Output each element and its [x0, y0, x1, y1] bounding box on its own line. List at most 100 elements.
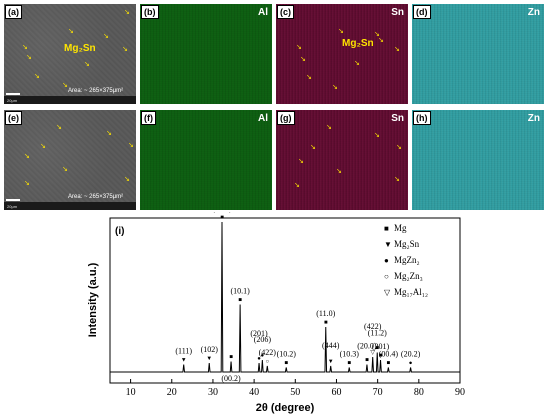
- peak-marker: ■: [284, 361, 288, 367]
- arrow-icon: ↘: [374, 132, 380, 139]
- map-sn-c: (c) Sn Mg₂Sn ↘ ↘ ↘ ↘ ↘ ↘ ↘ ↘ ↘: [276, 4, 408, 104]
- arrow-icon: ↘: [306, 74, 312, 81]
- legend-marker: ▼: [384, 240, 392, 249]
- map-zn-h: (h) Zn: [412, 110, 544, 210]
- arrow-icon: ↘: [106, 130, 112, 137]
- arrow-icon: ↘: [394, 46, 400, 53]
- peak-label: (201): [372, 342, 390, 351]
- xrd-pattern-line: [110, 221, 460, 373]
- arrow-icon: ↘: [396, 144, 402, 151]
- peak-marker: ▼: [206, 356, 212, 362]
- element-label-al: Al: [258, 7, 268, 18]
- x-tick-label: 30: [208, 387, 218, 398]
- panel-tag-d: (d): [413, 5, 431, 19]
- sem-info-bar: [4, 202, 136, 210]
- peak-marker: ■: [324, 320, 328, 326]
- arrow-icon: ↘: [354, 60, 360, 67]
- mg2sn-label: Mg₂Sn: [64, 43, 96, 54]
- element-label-zn: Zn: [527, 7, 540, 18]
- arrow-icon: ↘: [394, 176, 400, 183]
- panel-tag-b: (b): [141, 5, 159, 19]
- x-axis-label: 2θ (degree): [256, 402, 315, 414]
- legend-label: Mg₂Zn₃: [394, 271, 423, 281]
- element-label-al: Al: [258, 113, 268, 124]
- arrow-icon: ↘: [296, 44, 302, 51]
- arrow-icon: ↘: [84, 61, 90, 68]
- panel-tag-f: (f): [141, 111, 156, 125]
- peak-label: (00.2): [221, 374, 241, 383]
- peak-label: (102): [201, 345, 219, 354]
- peak-marker: ■: [347, 361, 351, 367]
- peak-label: (444): [322, 341, 340, 350]
- peak-label: (10.1): [230, 287, 250, 296]
- legend-label: Mg: [394, 223, 407, 233]
- arrow-icon: ↘: [300, 56, 306, 63]
- x-tick-label: 20: [167, 387, 177, 398]
- peak-marker: ▽: [370, 350, 375, 356]
- x-tick-label: 40: [249, 387, 259, 398]
- scale-label: 20μm: [7, 98, 18, 103]
- arrow-icon: ↘: [62, 82, 68, 89]
- legend-label: Mg₂Sn: [394, 239, 420, 249]
- arrow-icon: ↘: [122, 46, 128, 53]
- peak-marker: ■: [375, 346, 379, 352]
- x-tick-label: 80: [414, 387, 424, 398]
- peak-marker: ●: [257, 356, 261, 362]
- arrow-icon: ↘: [332, 84, 338, 91]
- map-sn-g: (g) Sn ↘ ↘ ↘ ↘ ↘ ↘ ↘ ↘: [276, 110, 408, 210]
- panel-tag-i: (i): [115, 226, 124, 237]
- legend-marker: ○: [384, 272, 389, 281]
- arrow-icon: ↘: [103, 33, 109, 40]
- peak-marker: ○: [265, 359, 269, 365]
- peak-marker: ■: [387, 361, 391, 367]
- legend-label: Mg₁₇Al₁₂: [394, 287, 428, 297]
- area-label: Area: ~ 265×375μm²: [68, 194, 124, 200]
- arrow-icon: ↘: [326, 124, 332, 131]
- peak-marker: ▼: [328, 359, 334, 365]
- arrow-icon: ↘: [24, 153, 30, 160]
- arrow-icon: ↘: [22, 44, 28, 51]
- sem-info-bar: [4, 96, 136, 104]
- peak-label: (422): [364, 322, 382, 331]
- peak-label: (11.0): [316, 309, 335, 318]
- area-label: Area: ~ 265×375μm²: [68, 88, 124, 94]
- peak-label: (206): [254, 335, 272, 344]
- sem-image-e: 20μm (e) Area: ~ 265×375μm² ↘ ↘ ↘ ↘ ↘ ↘ …: [4, 110, 136, 210]
- mg2sn-label: Mg₂Sn: [342, 38, 374, 49]
- map-al-f: (f) Al: [140, 110, 272, 210]
- panel-tag-c: (c): [277, 5, 294, 19]
- peak-label: (10.2): [277, 350, 297, 359]
- arrow-icon: ↘: [294, 182, 300, 189]
- peak-label: (20.0): [357, 342, 377, 351]
- arrow-icon: ↘: [40, 143, 46, 150]
- scale-bar: [6, 93, 20, 95]
- element-label-zn: Zn: [527, 113, 540, 124]
- legend-marker: ■: [384, 224, 389, 233]
- x-tick-label: 90: [455, 387, 465, 398]
- peak-marker: ▼: [181, 358, 187, 364]
- legend-label: MgZn₂: [394, 255, 420, 265]
- x-tick-label: 50: [290, 387, 300, 398]
- peak-label: (11.2): [368, 329, 387, 338]
- arrow-icon: ↘: [124, 9, 130, 16]
- arrow-icon: ↘: [374, 31, 380, 38]
- x-tick-label: 70: [373, 387, 383, 398]
- map-al-b: (b) Al: [140, 4, 272, 104]
- peak-label: (10.0): [212, 212, 232, 213]
- peak-marker: ■: [365, 358, 369, 364]
- x-tick-label: 60: [331, 387, 341, 398]
- panel-tag-h: (h): [413, 111, 431, 125]
- arrow-icon: ↘: [34, 73, 40, 80]
- peak-marker: ■: [238, 298, 242, 304]
- peak-label: (111): [175, 347, 192, 356]
- arrow-icon: ↘: [24, 180, 30, 187]
- map-zn-d: (d) Zn: [412, 4, 544, 104]
- panel-tag-e: (e): [5, 111, 22, 125]
- peak-label: (201): [250, 329, 268, 338]
- arrow-icon: ↘: [124, 176, 130, 183]
- arrow-icon: ↘: [310, 144, 316, 151]
- arrow-icon: ↘: [298, 158, 304, 165]
- arrow-icon: ↘: [338, 28, 344, 35]
- xrd-chart: (i) Intensity (a.u.) 2θ (degree) 10 20 30 4…: [87, 212, 465, 414]
- legend-marker: ▽: [384, 288, 391, 297]
